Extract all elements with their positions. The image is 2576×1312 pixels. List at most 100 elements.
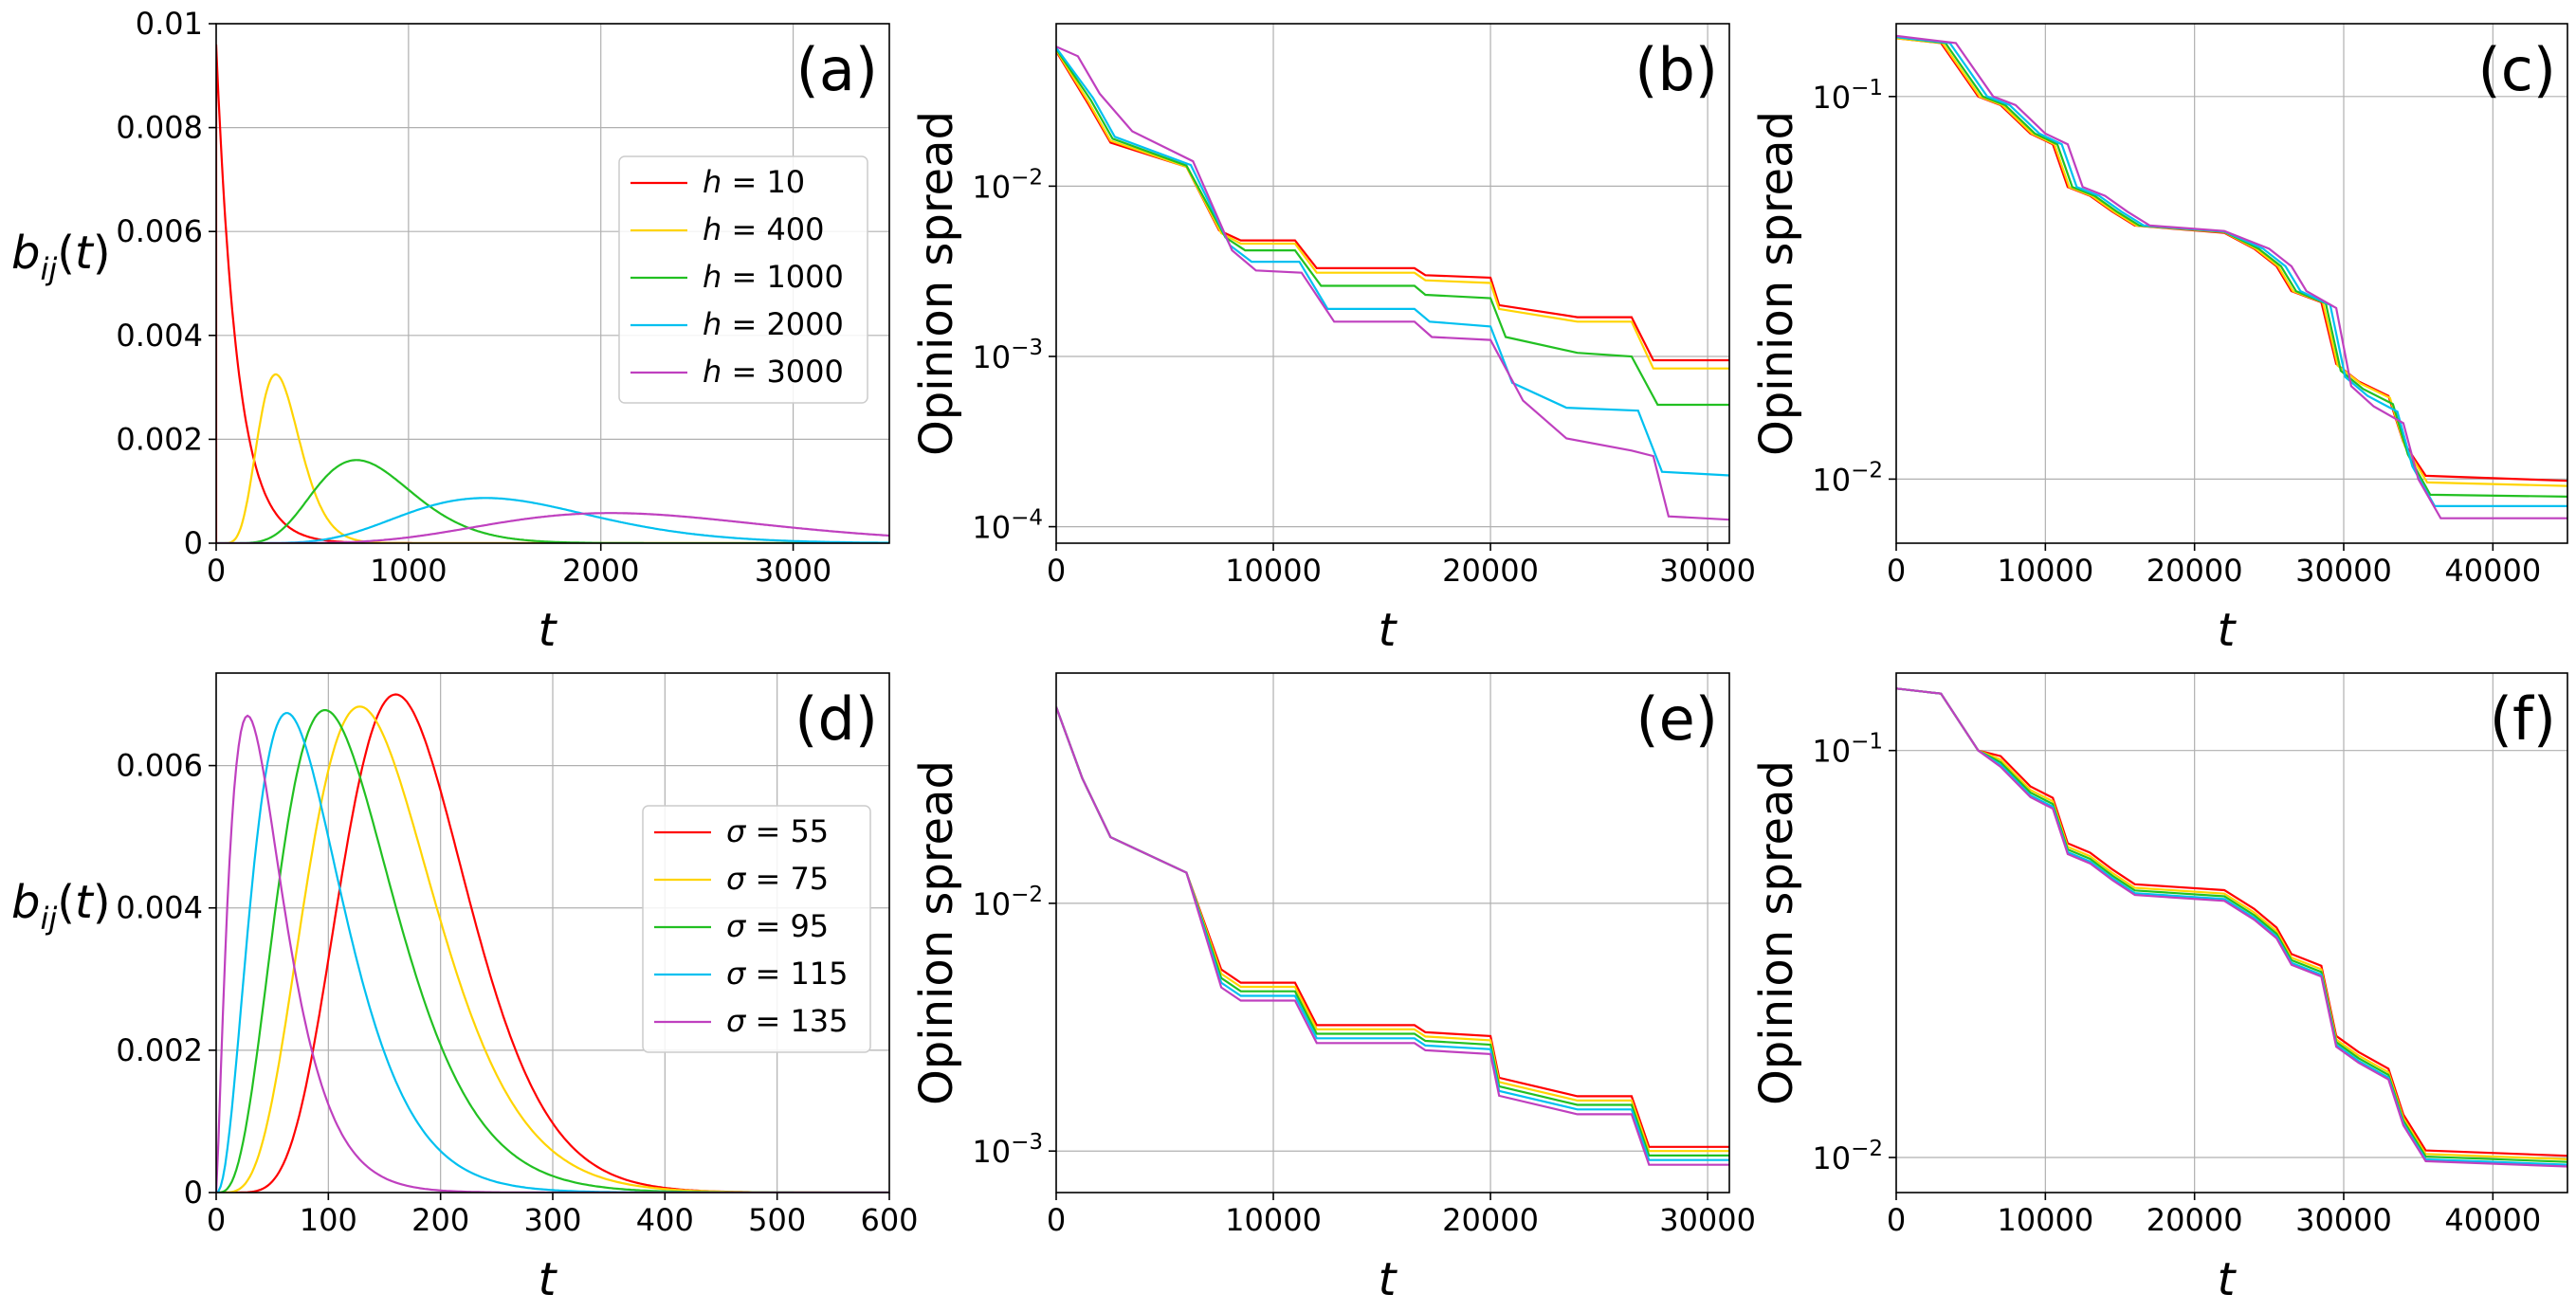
y-axis-label: bij(t) [11,876,111,937]
series-line [1056,46,1729,477]
series-line [1896,37,2567,487]
x-axis-label: t [1379,604,1398,657]
panel-f: 0 10000 20000 30000 40000 10−1 10−2 (f) t Opinion… [1750,672,2568,1306]
series-line [1896,34,2567,519]
y-tick-label: 0.004 [116,890,203,926]
series-line [216,44,889,543]
panel-c: 0 10000 20000 30000 40000 10−1 10−2 (c) t Opinion… [1750,23,2568,657]
legend-label: h = 10 [703,164,805,200]
x-tick-label: 10000 [1997,553,2093,589]
series-line [216,459,889,543]
panel-d: 0 100 200 300 400 500 600 0 0.002 0.004 0.006 (d) t b… [11,672,919,1306]
series-line [216,373,889,543]
series-line [1896,687,2567,1163]
x-tick-label: 1000 [370,553,447,589]
legend-label: σ = 115 [726,956,849,992]
legend-label: h = 1000 [703,259,844,295]
y-tick-label: 0 [184,1175,203,1211]
x-tick-label: 30000 [1659,553,1756,589]
legend-label: σ = 95 [726,908,829,944]
axes-frame [215,23,890,544]
x-tick-label: 100 [300,1202,357,1238]
x-tick-label: 10000 [1997,1202,2093,1238]
legend-box [618,155,868,404]
series-line [1896,36,2567,498]
y-tick-label: 10−1 [1812,76,1883,116]
x-tick-label: 300 [523,1202,581,1238]
panel-label: (c) [2478,35,2556,104]
series-line [1056,50,1729,362]
x-axis-label: t [2218,604,2238,657]
legend-label: σ = 75 [726,861,829,897]
y-axis-label: Opinion spread [1750,111,1803,456]
panel-label: (d) [795,684,878,754]
panel-label: (b) [1635,35,1718,104]
x-tick-label: 0 [1887,1202,1906,1238]
x-tick-label: 40000 [2444,553,2541,589]
x-tick-label: 200 [411,1202,469,1238]
series-line [1896,687,2567,1168]
legend-box [642,805,871,1053]
y-tick-label: 10−2 [1812,458,1883,498]
series-line [1056,47,1729,407]
series-line [1896,687,2567,1160]
x-tick-label: 0 [1047,553,1066,589]
x-axis-label: t [539,604,558,657]
panel-label: (f) [2490,684,2556,754]
y-tick-label: 10−3 [972,1130,1043,1170]
x-tick-label: 30000 [1659,1202,1756,1238]
x-tick-label: 0 [1887,553,1906,589]
x-axis-label: t [2218,1253,2238,1306]
x-tick-label: 500 [748,1202,806,1238]
plot-area [1056,706,1729,1166]
x-tick-label: 3000 [755,553,831,589]
x-tick-label: 30000 [2295,1202,2392,1238]
x-tick-label: 0 [1047,1202,1066,1238]
series-line [216,497,889,543]
y-tick-label: 10−2 [1812,1137,1883,1176]
series-line [1056,706,1729,1166]
x-tick-label: 0 [207,1202,226,1238]
y-tick-label: 10−2 [972,165,1043,205]
series-line [1056,46,1729,521]
series-line [1896,37,2567,483]
x-tick-label: 10000 [1225,1202,1322,1238]
x-tick-label: 20000 [1442,1202,1539,1238]
series-line [1056,706,1729,1148]
x-axis-label: t [539,1253,558,1306]
x-tick-label: 20000 [2147,1202,2243,1238]
series-line [1056,49,1729,370]
legend-label: σ = 55 [726,813,829,849]
y-axis-label: bij(t) [11,227,111,287]
plot-area [1896,34,2567,519]
x-tick-label: 400 [636,1202,694,1238]
axes-frame [215,672,890,1194]
x-axis-label: t [1379,1253,1398,1306]
y-tick-label: 0.006 [116,748,203,784]
axes-frame [1055,672,1730,1194]
panel-label: (e) [1635,684,1718,754]
x-tick-label: 600 [860,1202,918,1238]
series-line [1056,706,1729,1157]
y-tick-label: 0.01 [136,6,203,42]
plot-area [1056,46,1729,521]
axes-frame [1055,23,1730,544]
panel-a: 0 1000 2000 3000 0 0.002 0.004 0.006 0.008 0.01 (a… [11,6,890,657]
x-tick-label: 20000 [2147,553,2243,589]
series-line [1056,706,1729,1161]
panel-b: 0 10000 20000 30000 10−2 10−3 10−4 (b) t Opinion … [910,23,1756,657]
x-tick-label: 20000 [1442,553,1539,589]
legend-label: h = 400 [703,211,825,247]
legend-label: h = 2000 [703,306,844,342]
y-tick-label: 0.002 [116,421,203,457]
y-tick-label: 10−2 [972,883,1043,922]
x-tick-label: 40000 [2444,1202,2541,1238]
panel-e: 0 10000 20000 30000 10−2 10−3 (e) t Opinion spre… [910,672,1756,1306]
y-axis-label: Opinion spread [1750,760,1803,1105]
y-axis-label: Opinion spread [910,111,963,456]
y-tick-label: 10−4 [972,506,1043,546]
y-tick-label: 10−3 [972,336,1043,375]
series-line [216,712,889,1193]
plot-area [1896,687,2567,1168]
